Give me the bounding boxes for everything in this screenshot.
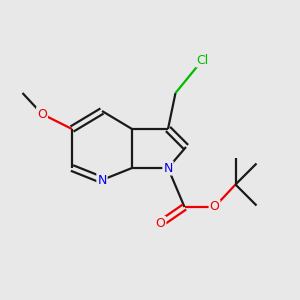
Text: Cl: Cl (196, 53, 208, 67)
Text: O: O (37, 107, 47, 121)
Text: O: O (156, 217, 165, 230)
Text: N: N (163, 161, 173, 175)
Text: O: O (210, 200, 219, 214)
Text: N: N (97, 173, 107, 187)
